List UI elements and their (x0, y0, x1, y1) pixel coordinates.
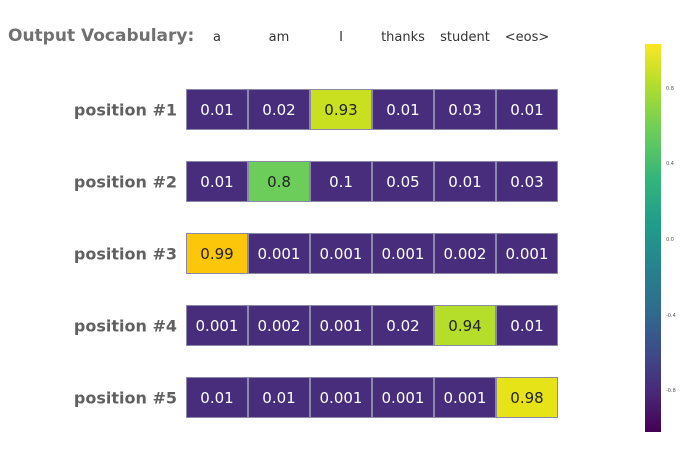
heatmap-cell: 0.02 (372, 305, 434, 346)
heatmap-cell: 0.001 (496, 233, 558, 274)
heatmap-cell: 0.01 (496, 305, 558, 346)
heatmap-cell: 0.001 (186, 305, 248, 346)
heatmap-cell: 0.001 (310, 233, 372, 274)
heatmap-cell: 0.98 (496, 377, 558, 418)
heatmap-cell: 0.03 (496, 161, 558, 202)
colorbar-tick-label: 0.4 (666, 161, 674, 168)
colorbar-tick-label: 0.8 (666, 85, 674, 92)
column-label: I (339, 30, 343, 45)
row-label: position #4 (73, 316, 177, 335)
heatmap-cell: 0.01 (186, 89, 248, 130)
heatmap-cell: 0.8 (248, 161, 310, 202)
row-label: position #5 (73, 388, 177, 407)
heatmap-cell: 0.01 (186, 377, 248, 418)
heatmap-cell: 0.05 (372, 161, 434, 202)
heatmap-cell: 0.001 (310, 305, 372, 346)
heatmap-cell: 0.001 (372, 377, 434, 418)
heatmap-cell: 0.01 (186, 161, 248, 202)
row-label: position #1 (73, 100, 177, 119)
colorbar (645, 44, 661, 432)
heatmap-cell: 0.01 (496, 89, 558, 130)
heatmap-cell: 0.01 (372, 89, 434, 130)
vocabulary-title: Output Vocabulary: (8, 26, 195, 46)
colorbar-tick-label: -0.4 (666, 312, 676, 319)
row-label: position #2 (73, 172, 177, 191)
heatmap-cell: 0.002 (248, 305, 310, 346)
heatmap-cell: 0.94 (434, 305, 496, 346)
heatmap-cell: 0.02 (248, 89, 310, 130)
row-label: position #3 (73, 244, 177, 263)
heatmap-cell: 0.001 (310, 377, 372, 418)
heatmap-cell: 0.001 (372, 233, 434, 274)
column-label: am (268, 30, 290, 45)
column-label: student (440, 30, 490, 45)
heatmap-cell: 0.01 (248, 377, 310, 418)
column-label: a (213, 30, 221, 45)
heatmap-cell: 0.03 (434, 89, 496, 130)
colorbar-tick-label: -0.8 (666, 388, 676, 395)
heatmap-cell: 0.001 (434, 377, 496, 418)
colorbar-tick-label: 0.0 (666, 236, 674, 243)
heatmap-cell: 0.1 (310, 161, 372, 202)
heatmap-cell: 0.99 (186, 233, 248, 274)
heatmap-cell: 0.001 (248, 233, 310, 274)
column-label: thanks (381, 30, 425, 45)
heatmap-cell: 0.01 (434, 161, 496, 202)
heatmap-cell: 0.93 (310, 89, 372, 130)
heatmap-cell: 0.002 (434, 233, 496, 274)
column-label: <eos> (504, 30, 550, 45)
